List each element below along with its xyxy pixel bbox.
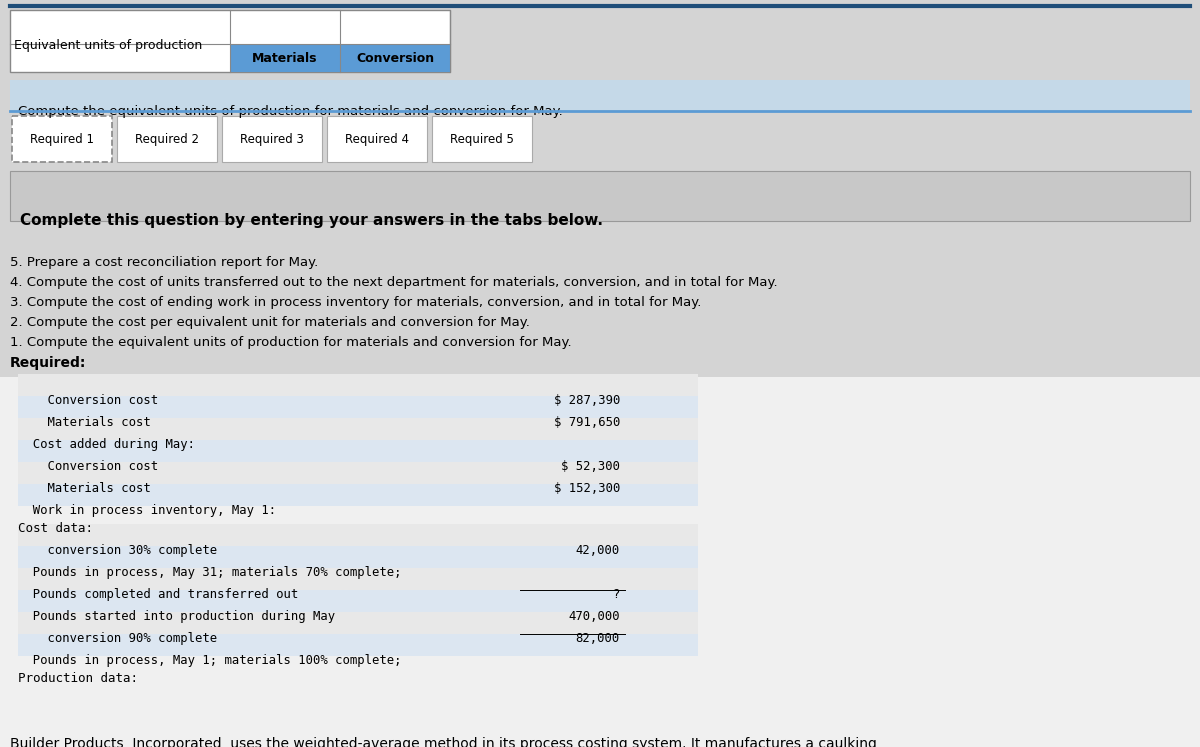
Text: Pounds completed and transferred out: Pounds completed and transferred out: [18, 588, 299, 601]
Bar: [18, 462, 698, 484]
Bar: [18, 524, 698, 546]
Text: Pounds started into production during May: Pounds started into production during Ma…: [18, 610, 335, 623]
Bar: [10, 80, 1190, 110]
Text: Complete this question by entering your answers in the tabs below.: Complete this question by entering your …: [20, 213, 604, 228]
Bar: [18, 440, 698, 462]
Text: Cost data:: Cost data:: [18, 522, 94, 535]
Bar: [230, 44, 450, 72]
Text: 3. Compute the cost of ending work in process inventory for materials, conversio: 3. Compute the cost of ending work in pr…: [10, 296, 701, 309]
Text: $ 791,650: $ 791,650: [553, 416, 620, 429]
Text: 470,000: 470,000: [569, 610, 620, 623]
Text: $ 52,300: $ 52,300: [562, 460, 620, 473]
Text: Conversion: Conversion: [356, 52, 434, 64]
Bar: [18, 568, 698, 590]
Text: Conversion cost: Conversion cost: [18, 460, 158, 473]
Bar: [432, 116, 532, 162]
Text: Required 3: Required 3: [240, 132, 304, 146]
Bar: [18, 484, 698, 506]
Bar: [18, 418, 698, 440]
Text: Required 4: Required 4: [346, 132, 409, 146]
Bar: [0, 377, 1200, 747]
Bar: [10, 171, 1190, 221]
Bar: [12, 116, 112, 162]
Text: Pounds in process, May 31; materials 70% complete;: Pounds in process, May 31; materials 70%…: [18, 566, 402, 579]
Text: conversion 30% complete: conversion 30% complete: [18, 544, 217, 557]
Bar: [18, 634, 698, 656]
Text: Materials: Materials: [252, 52, 318, 64]
Text: 42,000: 42,000: [576, 544, 620, 557]
Text: Pounds in process, May 1; materials 100% complete;: Pounds in process, May 1; materials 100%…: [18, 654, 402, 667]
Text: $ 287,390: $ 287,390: [553, 394, 620, 407]
Text: Required 2: Required 2: [134, 132, 199, 146]
Bar: [18, 546, 698, 568]
Bar: [18, 396, 698, 418]
Text: Work in process inventory, May 1:: Work in process inventory, May 1:: [18, 504, 276, 517]
Text: Required 5: Required 5: [450, 132, 514, 146]
Text: $ 152,300: $ 152,300: [553, 482, 620, 495]
Bar: [222, 116, 322, 162]
Text: Cost added during May:: Cost added during May:: [18, 438, 194, 451]
Text: 1. Compute the equivalent units of production for materials and conversion for M: 1. Compute the equivalent units of produ…: [10, 336, 571, 349]
Text: ?: ?: [613, 588, 620, 601]
Text: Compute the equivalent units of production for materials and conversion for May.: Compute the equivalent units of producti…: [18, 105, 563, 118]
Bar: [18, 590, 698, 612]
Bar: [10, 10, 450, 72]
Text: 4. Compute the cost of units transferred out to the next department for material: 4. Compute the cost of units transferred…: [10, 276, 778, 289]
Bar: [18, 374, 698, 396]
Text: Conversion cost: Conversion cost: [18, 394, 158, 407]
Bar: [18, 612, 698, 634]
Text: Materials cost: Materials cost: [18, 416, 151, 429]
Text: Required:: Required:: [10, 356, 86, 370]
Text: conversion 90% complete: conversion 90% complete: [18, 632, 217, 645]
Bar: [10, 111, 1190, 166]
Bar: [326, 116, 427, 162]
Text: Production data:: Production data:: [18, 672, 138, 685]
Text: Required 1: Required 1: [30, 132, 94, 146]
Text: 2. Compute the cost per equivalent unit for materials and conversion for May.: 2. Compute the cost per equivalent unit …: [10, 316, 530, 329]
Text: Materials cost: Materials cost: [18, 482, 151, 495]
Text: Builder Products, Incorporated, uses the weighted-average method in its process : Builder Products, Incorporated, uses the…: [10, 737, 917, 747]
Text: Equivalent units of production: Equivalent units of production: [14, 39, 203, 52]
Text: 82,000: 82,000: [576, 632, 620, 645]
Bar: [118, 116, 217, 162]
Text: 5. Prepare a cost reconciliation report for May.: 5. Prepare a cost reconciliation report …: [10, 256, 318, 269]
